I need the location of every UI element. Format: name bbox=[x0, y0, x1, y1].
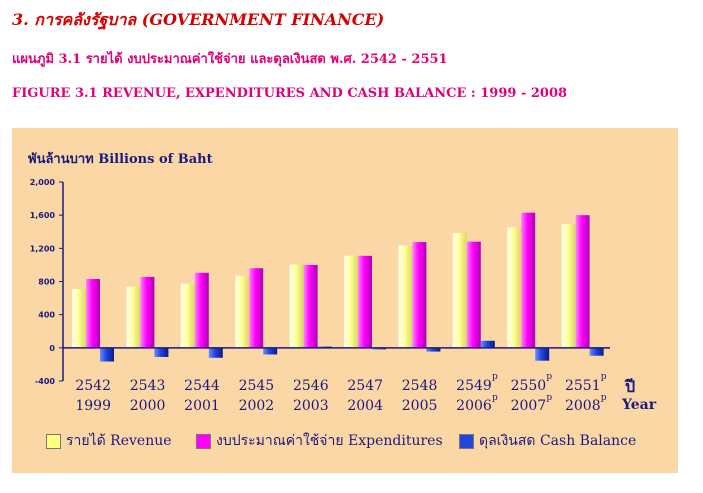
x-tick-label-thai: 2547 bbox=[347, 378, 383, 394]
bar-cash-balance-2005 bbox=[426, 347, 441, 352]
bar-expenditures-2008 bbox=[575, 215, 590, 348]
x-tick-label-english: 2001 bbox=[184, 398, 220, 414]
x-tick-label-english: 1999 bbox=[75, 398, 111, 414]
legend-swatch-cash-balance bbox=[459, 433, 474, 449]
bar-revenue-2008 bbox=[561, 223, 576, 348]
x-tick-label-english: 2003 bbox=[292, 398, 329, 414]
x-tick-label-english: 2004 bbox=[347, 398, 383, 414]
preliminary-mark: p bbox=[546, 393, 553, 403]
y-tick-label: 2,000 bbox=[30, 178, 56, 187]
bar-cash-balance-1999 bbox=[100, 347, 114, 362]
preliminary-mark: p bbox=[492, 372, 498, 382]
bar-revenue-2005 bbox=[398, 245, 413, 348]
bar-expenditures-2007 bbox=[521, 212, 536, 348]
y-tick-label: 0 bbox=[49, 344, 55, 353]
y-tick-label: 1,200 bbox=[30, 244, 56, 253]
x-tick-label-thai: 2549 bbox=[456, 378, 492, 394]
x-category-2004: 2547 2004 bbox=[341, 376, 389, 416]
x-axis-title-english: Year bbox=[622, 397, 657, 413]
legend-item-expenditures: งบประมาณค่าใช้จ่าย Expenditures bbox=[196, 430, 443, 452]
x-tick-label-english: 2005 bbox=[401, 398, 438, 414]
bar-cash-balance-2000 bbox=[154, 347, 169, 357]
bar-revenue-2004 bbox=[344, 255, 358, 348]
x-tick-label-thai: 2545 bbox=[238, 378, 275, 394]
bar-revenue-2007 bbox=[507, 227, 522, 348]
x-category-2005: 2548 2005 bbox=[396, 376, 444, 416]
bar-cash-balance-2002 bbox=[263, 347, 278, 355]
x-tick-label-english: 2006 bbox=[456, 398, 492, 414]
legend-label-expenditures: งบประมาณค่าใช้จ่าย Expenditures bbox=[216, 433, 443, 449]
preliminary-mark: p bbox=[492, 393, 498, 403]
section-title: 3. การคลังรัฐบาล (GOVERNMENT FINANCE) bbox=[12, 10, 385, 29]
y-tick-label: -400 bbox=[35, 377, 55, 386]
bar-expenditures-2000 bbox=[140, 276, 155, 348]
x-category-2007: 2550 2007 bbox=[504, 376, 552, 416]
x-tick-label-thai: 2542 bbox=[75, 378, 111, 394]
bar-expenditures-2003 bbox=[303, 264, 318, 348]
figure-title-thai: แผนภูมิ 3.1 รายได้ งบประมาณค่าใช้จ่าย แล… bbox=[12, 52, 448, 67]
x-tick-label-english: 2008 bbox=[564, 398, 601, 414]
bar-revenue-2006 bbox=[452, 232, 467, 348]
x-tick-label-thai: 2550 bbox=[510, 378, 547, 394]
bar-revenue-2003 bbox=[289, 264, 304, 348]
legend-item-cash-balance: ดุลเงินสด Cash Balance bbox=[459, 430, 636, 452]
y-tick-label: 800 bbox=[38, 278, 55, 287]
bar-cash-balance-2001 bbox=[208, 347, 223, 358]
x-category-2003: 2546 2003 bbox=[287, 376, 335, 416]
bar-cash-balance-2007 bbox=[535, 347, 550, 361]
bar-expenditures-2001 bbox=[194, 272, 209, 348]
bar-expenditures-2006 bbox=[466, 241, 481, 348]
x-tick-label-english: 2000 bbox=[129, 398, 166, 414]
legend-label-revenue: รายได้ Revenue bbox=[66, 433, 172, 449]
legend-swatch-expenditures bbox=[196, 433, 211, 449]
bar-revenue-2000 bbox=[126, 286, 141, 348]
preliminary-mark: p bbox=[600, 372, 607, 382]
bar-expenditures-2002 bbox=[249, 268, 264, 348]
preliminary-mark: p bbox=[600, 393, 607, 403]
x-category-2008: 2551 2008 bbox=[559, 376, 607, 416]
bar-cash-balance-2008 bbox=[589, 347, 604, 356]
x-tick-label-thai: 2548 bbox=[401, 378, 438, 394]
x-tick-label-thai: 2544 bbox=[184, 378, 220, 394]
x-category-2006: 2549 2006 bbox=[450, 376, 498, 416]
bar-revenue-2001 bbox=[180, 283, 195, 348]
y-axis-unit-label: พันล้านบาท Billions of Baht bbox=[28, 152, 213, 167]
y-tick-label: 1,600 bbox=[30, 211, 56, 220]
legend-label-cash-balance: ดุลเงินสด Cash Balance bbox=[479, 433, 637, 449]
x-tick-label-thai: 2546 bbox=[292, 378, 329, 394]
bar-expenditures-2005 bbox=[412, 242, 427, 348]
bar-expenditures-1999 bbox=[86, 279, 100, 348]
x-category-2001: 2544 2001 bbox=[178, 376, 226, 416]
y-tick-label: 400 bbox=[38, 311, 55, 320]
x-category-2000: 2543 2000 bbox=[124, 376, 172, 416]
x-axis-title-thai: ปี bbox=[625, 377, 636, 396]
x-category-2002: 2545 2002 bbox=[232, 376, 280, 416]
bar-cash-balance-2006 bbox=[480, 340, 495, 348]
bar-expenditures-2004 bbox=[358, 255, 372, 348]
bar-revenue-2002 bbox=[235, 275, 250, 348]
bar-revenue-1999 bbox=[72, 288, 86, 348]
legend-item-revenue: รายได้ Revenue bbox=[46, 430, 172, 452]
x-tick-label-thai: 2543 bbox=[129, 378, 166, 394]
x-tick-label-english: 2007 bbox=[510, 398, 547, 414]
legend-swatch-revenue bbox=[46, 433, 61, 449]
x-tick-label-english: 2002 bbox=[238, 398, 275, 414]
figure-title-english: FIGURE 3.1 REVENUE, EXPENDITURES AND CAS… bbox=[12, 86, 568, 101]
preliminary-mark: p bbox=[546, 372, 553, 382]
x-category-1999: 2542 1999 bbox=[69, 376, 117, 416]
x-tick-label-thai: 2551 bbox=[564, 378, 601, 394]
